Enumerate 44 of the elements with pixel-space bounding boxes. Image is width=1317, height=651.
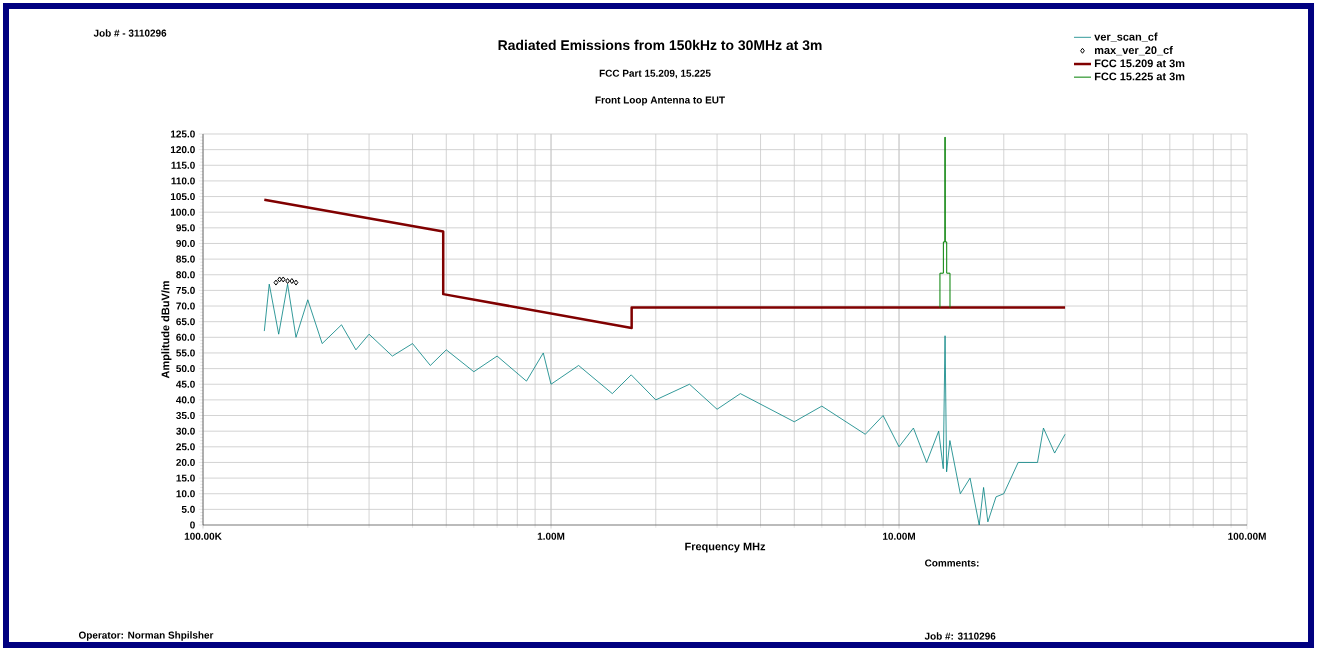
y-tick-label: 80.0 (176, 271, 195, 279)
legend-label: FCC 15.225 at 3m (1094, 72, 1185, 81)
y-tick-label: 35.0 (176, 411, 195, 420)
y-tick-label: 100.0 (170, 208, 195, 216)
line-series (939, 136, 951, 309)
x-tick-label: 10.00M (883, 532, 915, 540)
y-tick-label: 65.0 (176, 318, 195, 326)
chart-title: Radiated Emissions from 150kHz to 30MHz at 3m (498, 39, 822, 51)
y-tick-label: 45.0 (176, 380, 195, 388)
text: Operator: Norman Shpilsher (78, 631, 214, 641)
y-tick-label: 50.0 (176, 365, 195, 373)
y-tick-label: 110.0 (171, 177, 195, 185)
y-tick-label: 75.0 (176, 286, 195, 294)
y-tick-label: 55.0 (176, 349, 195, 357)
y-tick-label: 20.0 (176, 458, 195, 466)
x-axis-title: Frequency MHz (685, 542, 766, 553)
y-tick-label: 85.0 (176, 255, 195, 263)
y-tick-label: 25.0 (176, 443, 195, 451)
y-tick-label: 90.0 (176, 239, 195, 247)
y-tick-label: 120.0 (170, 146, 195, 154)
y-tick-label: 0 (190, 521, 195, 529)
y-tick-label: 15.0 (176, 474, 195, 482)
y-tick-label: 40.0 (176, 396, 195, 404)
text: Job # - 3110296 (93, 29, 167, 37)
x-tick-label: 1.00M (537, 532, 565, 540)
y-tick-label: 70.0 (176, 302, 195, 310)
y-tick-label: 5.0 (181, 505, 195, 513)
chart-subtitle: FCC Part 15.209, 15.225 (599, 69, 711, 79)
y-tick-label: 125.0 (170, 130, 195, 138)
y-tick-label: 105.0 (170, 193, 195, 201)
text: Job #: 3110296 (924, 632, 996, 640)
legend-label: FCC 15.209 at 3m (1094, 59, 1185, 68)
y-tick-label: 95.0 (176, 224, 195, 232)
y-tick-label: 30.0 (176, 427, 195, 435)
y-tick-label: 115.0 (171, 161, 195, 169)
y-tick-label: 60.0 (176, 333, 195, 341)
text: Comments: (925, 559, 979, 567)
y-axis-title: Amplitude dBuV/m (161, 281, 172, 379)
legend-label: ver_scan_cf (1094, 32, 1158, 42)
text: Front Loop Antenna to EUT (595, 96, 725, 106)
y-tick-label: 10.0 (176, 490, 195, 498)
legend-label: max_ver_20_cf (1094, 46, 1173, 56)
x-tick-label: 100.00M (1228, 532, 1266, 540)
x-tick-label: 100.00K (184, 532, 222, 540)
